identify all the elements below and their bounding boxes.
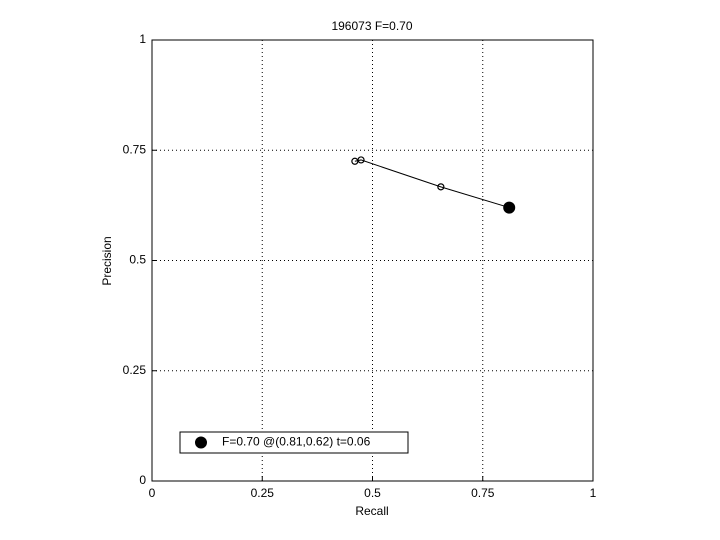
point-marker xyxy=(437,183,445,191)
y-tick-label: 0.75 xyxy=(123,142,147,156)
best-point xyxy=(503,201,516,214)
y-tick-label: 0.5 xyxy=(129,253,146,267)
y-tick-label: 1 xyxy=(139,32,146,46)
legend-box xyxy=(179,431,409,454)
y-axis-label: Precision xyxy=(100,236,114,285)
legend-marker xyxy=(195,436,207,449)
x-tick-label: 1 xyxy=(590,486,597,500)
y-tick-label: 0 xyxy=(139,473,146,487)
x-tick-label: 0.5 xyxy=(364,486,381,500)
x-tick-label: 0 xyxy=(149,486,156,500)
plot-frame xyxy=(151,39,594,482)
x-tick-label: 0.75 xyxy=(471,486,495,500)
legend-label: F=0.70 @(0.81,0.62) t=0.06 xyxy=(222,435,371,449)
x-axis-label: Recall xyxy=(355,504,388,518)
y-tick-label: 0.25 xyxy=(123,363,147,377)
chart-title: 196073 F=0.70 xyxy=(331,19,412,33)
x-tick-label: 0.25 xyxy=(251,486,275,500)
point-marker xyxy=(357,156,365,164)
